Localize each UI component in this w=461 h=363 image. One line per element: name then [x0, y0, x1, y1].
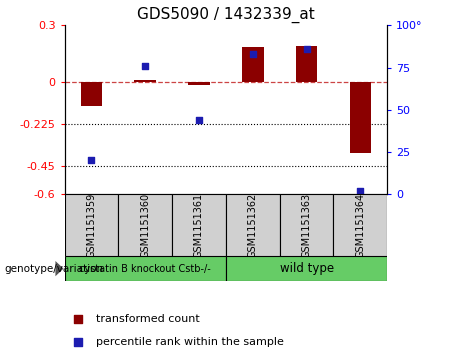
Text: genotype/variation: genotype/variation [5, 264, 104, 274]
Text: wild type: wild type [279, 262, 334, 275]
Text: GSM1151362: GSM1151362 [248, 192, 258, 258]
Bar [81, 82, 102, 106]
Point [142, 63, 149, 69]
Bar [242, 47, 264, 82]
Bar [172, 194, 226, 256]
Bar [65, 256, 226, 281]
Bar [226, 194, 280, 256]
Polygon shape [55, 261, 64, 276]
Text: transformed count: transformed count [96, 314, 200, 324]
Text: GSM1151360: GSM1151360 [140, 192, 150, 258]
Point [357, 188, 364, 194]
Text: percentile rank within the sample: percentile rank within the sample [96, 337, 284, 347]
Point [195, 117, 203, 123]
Bar [65, 194, 118, 256]
Bar [280, 194, 333, 256]
Text: GSM1151359: GSM1151359 [86, 192, 96, 258]
Point [88, 158, 95, 163]
Point [303, 46, 310, 52]
Bar [226, 256, 387, 281]
Title: GDS5090 / 1432339_at: GDS5090 / 1432339_at [137, 7, 315, 23]
Bar [118, 194, 172, 256]
Bar [188, 82, 210, 85]
Point [249, 51, 256, 57]
Text: GSM1151364: GSM1151364 [355, 192, 366, 258]
Bar [296, 46, 317, 82]
Text: GSM1151363: GSM1151363 [301, 192, 312, 258]
Bar [349, 82, 371, 153]
Bar [333, 194, 387, 256]
Text: GSM1151361: GSM1151361 [194, 192, 204, 258]
Text: cystatin B knockout Cstb-/-: cystatin B knockout Cstb-/- [79, 264, 211, 274]
Point [75, 339, 82, 344]
Bar [135, 80, 156, 82]
Point [75, 316, 82, 322]
